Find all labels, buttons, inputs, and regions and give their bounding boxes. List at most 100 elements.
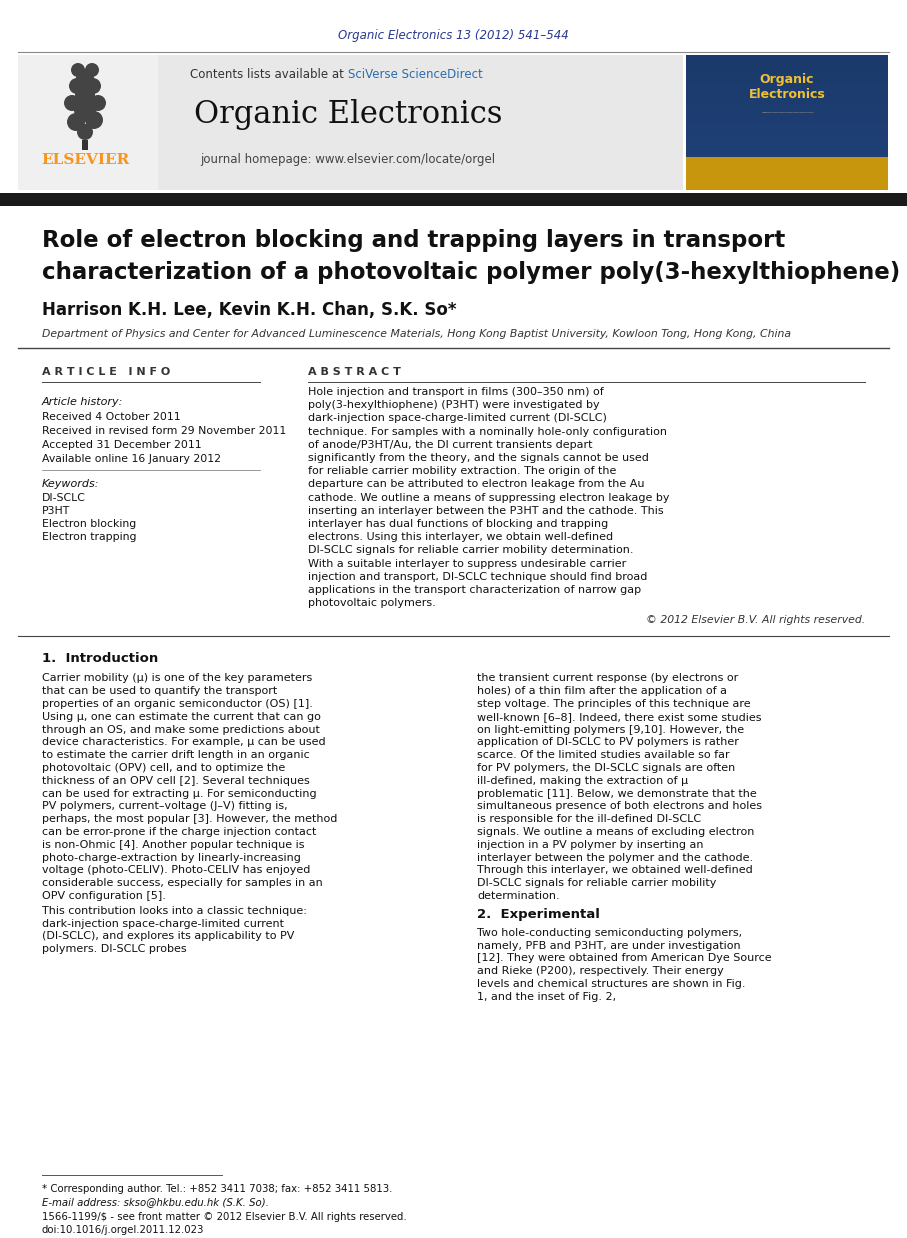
Bar <box>686 154 888 155</box>
Text: photo-charge-extraction by linearly-increasing: photo-charge-extraction by linearly-incr… <box>42 853 301 863</box>
Text: Organic Electronics 13 (2012) 541–544: Organic Electronics 13 (2012) 541–544 <box>338 30 569 42</box>
Text: 1, and the inset of Fig. 2,: 1, and the inset of Fig. 2, <box>477 992 616 1002</box>
Text: journal homepage: www.elsevier.com/locate/orgel: journal homepage: www.elsevier.com/locat… <box>200 154 495 166</box>
Text: levels and chemical structures are shown in Fig.: levels and chemical structures are shown… <box>477 979 746 989</box>
Text: properties of an organic semiconductor (OS) [1].: properties of an organic semiconductor (… <box>42 699 313 709</box>
Text: SciVerse ScienceDirect: SciVerse ScienceDirect <box>348 68 483 82</box>
Circle shape <box>85 111 103 129</box>
Bar <box>686 102 888 103</box>
Circle shape <box>76 69 94 87</box>
Text: for PV polymers, the DI-SCLC signals are often: for PV polymers, the DI-SCLC signals are… <box>477 763 736 773</box>
Text: dark-injection space-charge-limited current: dark-injection space-charge-limited curr… <box>42 919 284 928</box>
Bar <box>686 115 888 118</box>
Bar <box>686 161 888 163</box>
Text: signals. We outline a means of excluding electron: signals. We outline a means of excluding… <box>477 827 755 837</box>
Bar <box>686 167 888 170</box>
Text: Department of Physics and Center for Advanced Luminescence Materials, Hong Kong : Department of Physics and Center for Adv… <box>42 329 791 339</box>
Text: holes) of a thin film after the application of a: holes) of a thin film after the applicat… <box>477 686 727 696</box>
Text: With a suitable interlayer to suppress undesirable carrier: With a suitable interlayer to suppress u… <box>308 558 626 568</box>
Bar <box>686 67 888 69</box>
Bar <box>686 113 888 115</box>
Bar <box>686 66 888 67</box>
Text: DI-SCLC: DI-SCLC <box>42 493 86 503</box>
Bar <box>686 97 888 99</box>
Bar <box>686 165 888 167</box>
Text: _______________: _______________ <box>761 106 814 113</box>
Text: dark-injection space-charge-limited current (DI-SCLC): dark-injection space-charge-limited curr… <box>308 413 607 423</box>
Bar <box>686 139 888 141</box>
Text: considerable success, especially for samples in an: considerable success, especially for sam… <box>42 878 323 888</box>
Text: the transient current response (by electrons or: the transient current response (by elect… <box>477 673 738 683</box>
Text: photovoltaic (OPV) cell, and to optimize the: photovoltaic (OPV) cell, and to optimize… <box>42 763 285 773</box>
Bar <box>686 76 888 77</box>
Text: cathode. We outline a means of suppressing electron leakage by: cathode. We outline a means of suppressi… <box>308 493 669 503</box>
Text: can be used for extracting μ. For semiconducting: can be used for extracting μ. For semico… <box>42 789 317 799</box>
Text: PV polymers, current–voltage (J–V) fitting is,: PV polymers, current–voltage (J–V) fitti… <box>42 801 288 811</box>
Text: Using μ, one can estimate the current that can go: Using μ, one can estimate the current th… <box>42 712 321 722</box>
Text: determination.: determination. <box>477 891 560 901</box>
Text: perhaps, the most popular [3]. However, the method: perhaps, the most popular [3]. However, … <box>42 815 337 825</box>
Text: characterization of a photovoltaic polymer poly(3-hexylthiophene): characterization of a photovoltaic polym… <box>42 260 901 284</box>
Text: 1566-1199/$ - see front matter © 2012 Elsevier B.V. All rights reserved.: 1566-1199/$ - see front matter © 2012 El… <box>42 1212 406 1222</box>
Bar <box>686 145 888 147</box>
Text: A B S T R A C T: A B S T R A C T <box>308 366 401 378</box>
Text: simultaneous presence of both electrons and holes: simultaneous presence of both electrons … <box>477 801 762 811</box>
Bar <box>686 71 888 73</box>
Bar <box>686 147 888 149</box>
Text: OPV configuration [5].: OPV configuration [5]. <box>42 891 166 901</box>
Text: Role of electron blocking and trapping layers in transport: Role of electron blocking and trapping l… <box>42 229 785 251</box>
Bar <box>686 99 888 102</box>
Bar <box>686 125 888 128</box>
Text: voltage (photo-CELIV). Photo-CELIV has enjoyed: voltage (photo-CELIV). Photo-CELIV has e… <box>42 865 310 875</box>
Circle shape <box>85 78 101 94</box>
Circle shape <box>74 99 96 121</box>
Bar <box>0 193 907 206</box>
Text: that can be used to quantify the transport: that can be used to quantify the transpo… <box>42 686 278 696</box>
Bar <box>686 131 888 132</box>
Text: poly(3-hexylthiophene) (P3HT) were investigated by: poly(3-hexylthiophene) (P3HT) were inves… <box>308 400 600 410</box>
Bar <box>686 149 888 151</box>
Bar <box>686 157 888 158</box>
Text: scarce. Of the limited studies available so far: scarce. Of the limited studies available… <box>477 750 729 760</box>
Bar <box>686 103 888 105</box>
Bar <box>686 173 888 175</box>
Bar <box>82 140 88 150</box>
Circle shape <box>77 124 93 140</box>
Bar <box>686 73 888 76</box>
Circle shape <box>90 95 106 111</box>
Text: Keywords:: Keywords: <box>42 479 100 489</box>
Text: is responsible for the ill-defined DI-SCLC: is responsible for the ill-defined DI-SC… <box>477 815 701 825</box>
Text: Two hole-conducting semiconducting polymers,: Two hole-conducting semiconducting polym… <box>477 927 742 938</box>
Text: Electron trapping: Electron trapping <box>42 532 136 542</box>
Bar <box>686 85 888 87</box>
Text: 2.  Experimental: 2. Experimental <box>477 909 600 921</box>
Text: namely, PFB and P3HT, are under investigation: namely, PFB and P3HT, are under investig… <box>477 941 741 951</box>
Bar <box>18 54 158 189</box>
Bar <box>686 87 888 89</box>
Bar <box>686 129 888 131</box>
Text: problematic [11]. Below, we demonstrate that the: problematic [11]. Below, we demonstrate … <box>477 789 756 799</box>
Text: Received 4 October 2011: Received 4 October 2011 <box>42 412 180 422</box>
Text: [12]. They were obtained from American Dye Source: [12]. They were obtained from American D… <box>477 953 772 963</box>
Text: Article history:: Article history: <box>42 397 123 407</box>
Bar <box>686 69 888 71</box>
Text: well-known [6–8]. Indeed, there exist some studies: well-known [6–8]. Indeed, there exist so… <box>477 712 762 722</box>
Bar <box>686 54 888 57</box>
Text: Electronics: Electronics <box>748 88 825 102</box>
Text: for reliable carrier mobility extraction. The origin of the: for reliable carrier mobility extraction… <box>308 467 617 477</box>
Text: Contents lists available at: Contents lists available at <box>190 68 348 82</box>
Bar <box>686 109 888 111</box>
Bar <box>686 59 888 61</box>
Bar <box>686 121 888 123</box>
Bar <box>686 89 888 92</box>
Bar <box>686 83 888 85</box>
Bar <box>686 54 888 189</box>
Bar <box>686 151 888 154</box>
Bar <box>686 170 888 171</box>
Bar <box>686 77 888 79</box>
Bar <box>686 128 888 129</box>
Bar <box>686 79 888 80</box>
Text: and Rieke (P200), respectively. Their energy: and Rieke (P200), respectively. Their en… <box>477 966 724 977</box>
Bar <box>686 105 888 106</box>
Text: injection in a PV polymer by inserting an: injection in a PV polymer by inserting a… <box>477 839 704 849</box>
